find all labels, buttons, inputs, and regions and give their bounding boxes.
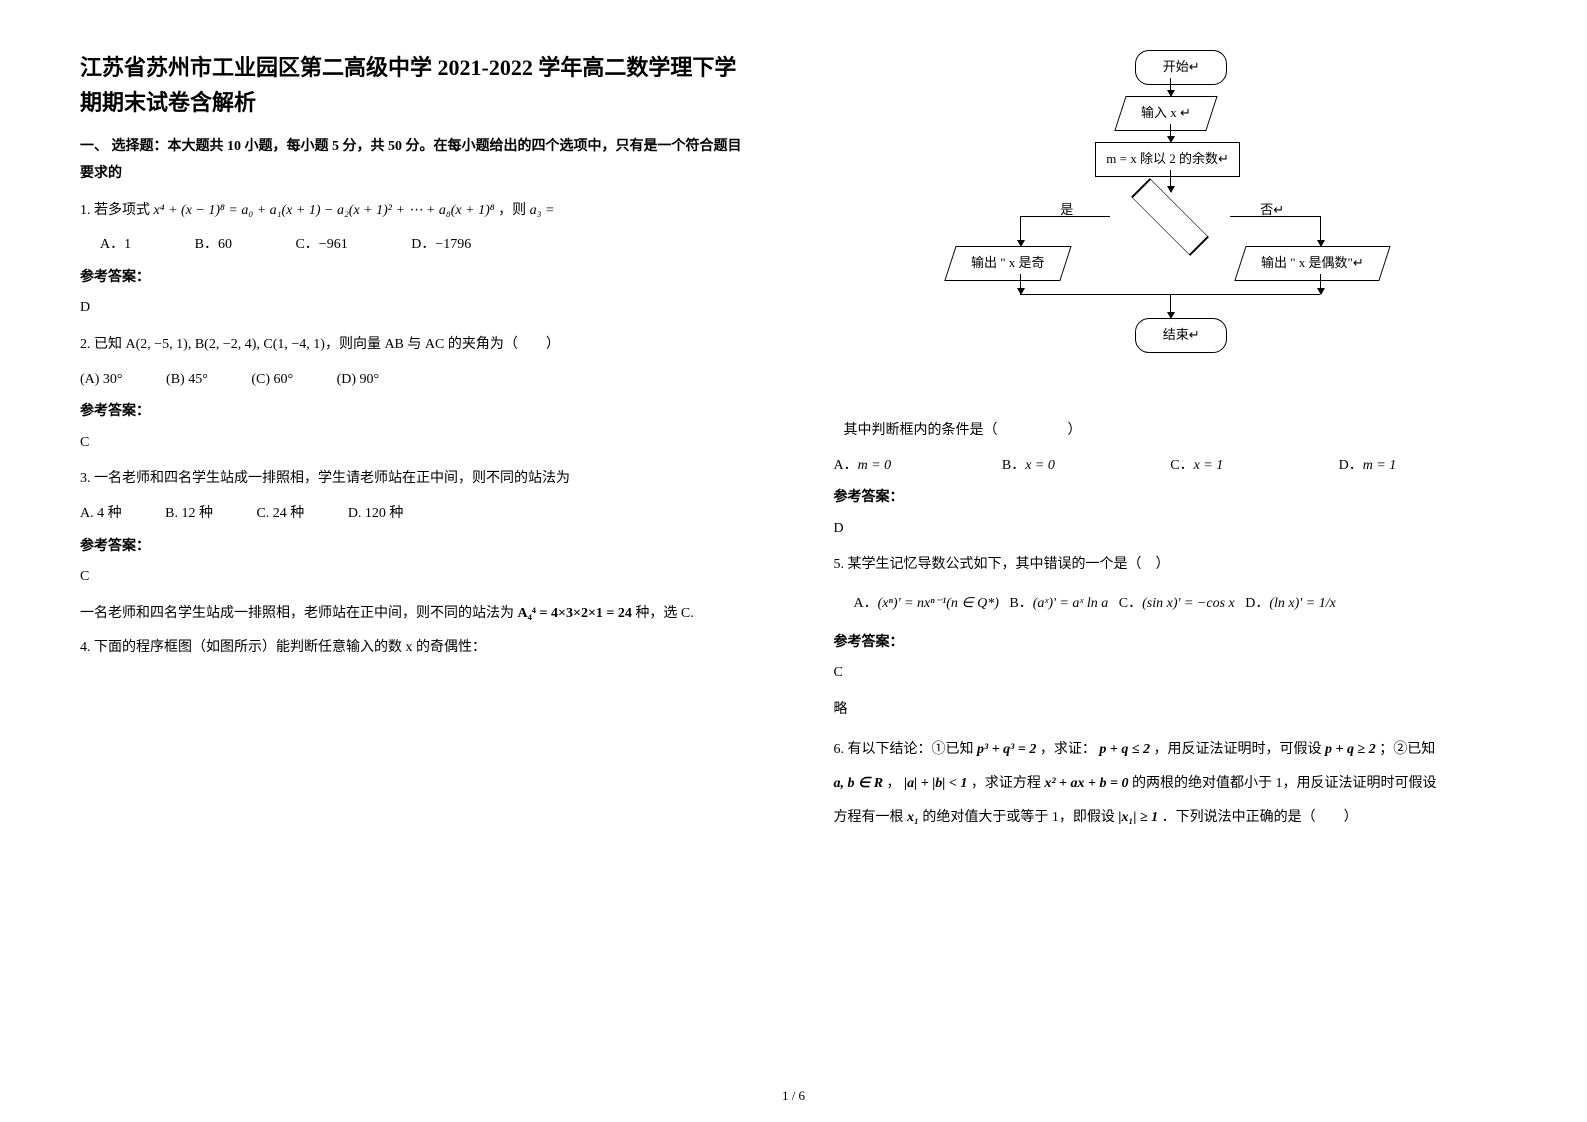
q2-opt-b: (B) 45° xyxy=(166,367,208,394)
q3-opt-a: A. 4 种 xyxy=(80,501,122,528)
flow-arrow-2 xyxy=(1170,124,1171,142)
q2-opt-c: (C) 60° xyxy=(251,367,293,394)
q3-answer: C xyxy=(80,564,754,591)
q2-options: (A) 30° (B) 45° (C) 60° (D) 90° xyxy=(80,367,754,394)
question-5: 5. 某学生记忆导数公式如下，其中错误的一个是（ ） xyxy=(834,552,1508,579)
q5-opt-c: C．(sin x)' = −cos x xyxy=(1119,596,1235,611)
question-2: 2. 已知 A(2, −5, 1), B(2, −2, 4), C(1, −4,… xyxy=(80,332,754,359)
flow-assign: m = x 除以 2 的余数↵ xyxy=(1095,142,1240,177)
flow-merge-l1 xyxy=(1020,274,1021,294)
page-number: 1 / 6 xyxy=(0,1088,1587,1104)
q4-opt-c: C．x = 1 xyxy=(1170,453,1338,480)
flow-decision xyxy=(1110,192,1230,242)
q5-options: A．(xⁿ)' = nxⁿ⁻¹(n ∈ Q*) B．(aˣ)' = aˣ ln … xyxy=(834,591,1508,618)
q1-ans-label: 参考答案： xyxy=(80,265,754,292)
q5-ans-label: 参考答案： xyxy=(834,630,1508,657)
q3-opt-b: B. 12 种 xyxy=(165,501,213,528)
q5-opt-d: D．(ln x)' = 1/x xyxy=(1245,596,1336,611)
question-4-stem: 4. 下面的程序框图（如图所示）能判断任意输入的数 x 的奇偶性： xyxy=(80,635,754,662)
flow-input-text: 输入 x ↵ xyxy=(1141,101,1191,126)
q1-tail: a₃ = xyxy=(530,203,555,218)
right-column: 开始↵ 输入 x ↵ m = x 除以 2 的余数↵ 是 否↵ 输出 " x 是… xyxy=(794,50,1528,1092)
flow-arrow-right-down xyxy=(1320,216,1321,246)
q1-stem-a: 1. 若多项式 xyxy=(80,203,150,218)
q1-answer: D xyxy=(80,295,754,322)
q4-opt-d: D．m = 1 xyxy=(1339,453,1507,480)
flow-end: 结束↵ xyxy=(1135,318,1227,353)
flow-no-label: 否↵ xyxy=(1260,198,1284,223)
flow-arrow-3 xyxy=(1170,170,1171,192)
q2-answer: C xyxy=(80,430,754,457)
q3-expl-formula: A₄⁴ = 4×3×2×1 = 24 xyxy=(518,606,632,621)
q5-opt-b: B．(aˣ)' = aˣ ln a xyxy=(1009,596,1108,611)
q5-answer: C xyxy=(834,660,1508,687)
q4-opt-b: B．x = 0 xyxy=(1002,453,1170,480)
q1-formula: x⁴ + (x − 1)⁸ = a₀ + a₁(x + 1) − a₂(x + … xyxy=(154,203,495,218)
question-6: 6. 有以下结论：①已知 p³ + q³ = 2 ，求证： p + q ≤ 2 … xyxy=(834,733,1508,834)
question-1: 1. 若多项式 x⁴ + (x − 1)⁸ = a₀ + a₁(x + 1) −… xyxy=(80,198,754,225)
flowchart: 开始↵ 输入 x ↵ m = x 除以 2 的余数↵ 是 否↵ 输出 " x 是… xyxy=(910,50,1430,410)
q2-opt-a: (A) 30° xyxy=(80,367,123,394)
flow-output-odd-text: 输出 " x 是奇 xyxy=(971,251,1045,276)
q3-explanation: 一名老师和四名学生站成一排照相，老师站在正中间，则不同的站法为 A₄⁴ = 4×… xyxy=(80,601,754,628)
left-column: 江苏省苏州市工业园区第二高级中学 2021-2022 学年高二数学理下学期期末试… xyxy=(60,50,794,1092)
q4-options: A．m = 0 B．x = 0 C．x = 1 D．m = 1 xyxy=(834,453,1508,480)
flow-arrow-end xyxy=(1170,294,1171,318)
q5-brief: 略 xyxy=(834,697,1508,724)
q3-opt-d: D. 120 种 xyxy=(348,501,404,528)
q1-opt-b: B．60 xyxy=(195,232,232,259)
q3-ans-label: 参考答案： xyxy=(80,534,754,561)
section-1-heading: 一、 选择题：本大题共 10 小题，每小题 5 分，共 50 分。在每小题给出的… xyxy=(80,134,754,187)
doc-title: 江苏省苏州市工业园区第二高级中学 2021-2022 学年高二数学理下学期期末试… xyxy=(80,50,754,120)
q4-condition: 其中判断框内的条件是（ ） xyxy=(844,418,1508,445)
flow-input: 输入 x ↵ xyxy=(1115,96,1218,131)
q4-ans-label: 参考答案： xyxy=(834,485,1508,512)
q2-opt-d: (D) 90° xyxy=(337,367,380,394)
question-3: 3. 一名老师和四名学生站成一排照相，学生请老师站在正中间，则不同的站法为 xyxy=(80,466,754,493)
q2-ans-label: 参考答案： xyxy=(80,399,754,426)
q4-opt-a: A．m = 0 xyxy=(834,453,1002,480)
flow-output-even-text: 输出 " x 是偶数"↵ xyxy=(1261,251,1364,276)
flow-output-odd: 输出 " x 是奇 xyxy=(945,246,1072,281)
q1-options: A．1 B．60 C．−961 D．−1796 xyxy=(80,232,754,259)
flow-output-even: 输出 " x 是偶数"↵ xyxy=(1235,246,1391,281)
page: 江苏省苏州市工业园区第二高级中学 2021-2022 学年高二数学理下学期期末试… xyxy=(0,0,1587,1122)
flow-yes-label: 是 xyxy=(1060,198,1073,223)
q1-opt-c: C．−961 xyxy=(295,232,347,259)
flow-line-right xyxy=(1230,216,1320,217)
flow-merge-r1 xyxy=(1320,274,1321,294)
q4-answer: D xyxy=(834,516,1508,543)
flow-arrow-1 xyxy=(1170,78,1171,96)
q3-expl-b: 种，选 C. xyxy=(635,606,693,621)
q3-options: A. 4 种 B. 12 种 C. 24 种 D. 120 种 xyxy=(80,501,754,528)
q1-opt-a: A．1 xyxy=(100,232,131,259)
q1-stem-b: ，则 xyxy=(498,203,526,218)
flow-arrow-left-down xyxy=(1020,216,1021,246)
q5-opt-a: A．(xⁿ)' = nxⁿ⁻¹(n ∈ Q*) xyxy=(854,596,999,611)
q3-opt-c: C. 24 种 xyxy=(256,501,304,528)
q3-expl-a: 一名老师和四名学生站成一排照相，老师站在正中间，则不同的站法为 xyxy=(80,606,518,621)
flow-line-left xyxy=(1020,216,1110,217)
flow-start: 开始↵ xyxy=(1135,50,1227,85)
q1-opt-d: D．−1796 xyxy=(411,232,471,259)
